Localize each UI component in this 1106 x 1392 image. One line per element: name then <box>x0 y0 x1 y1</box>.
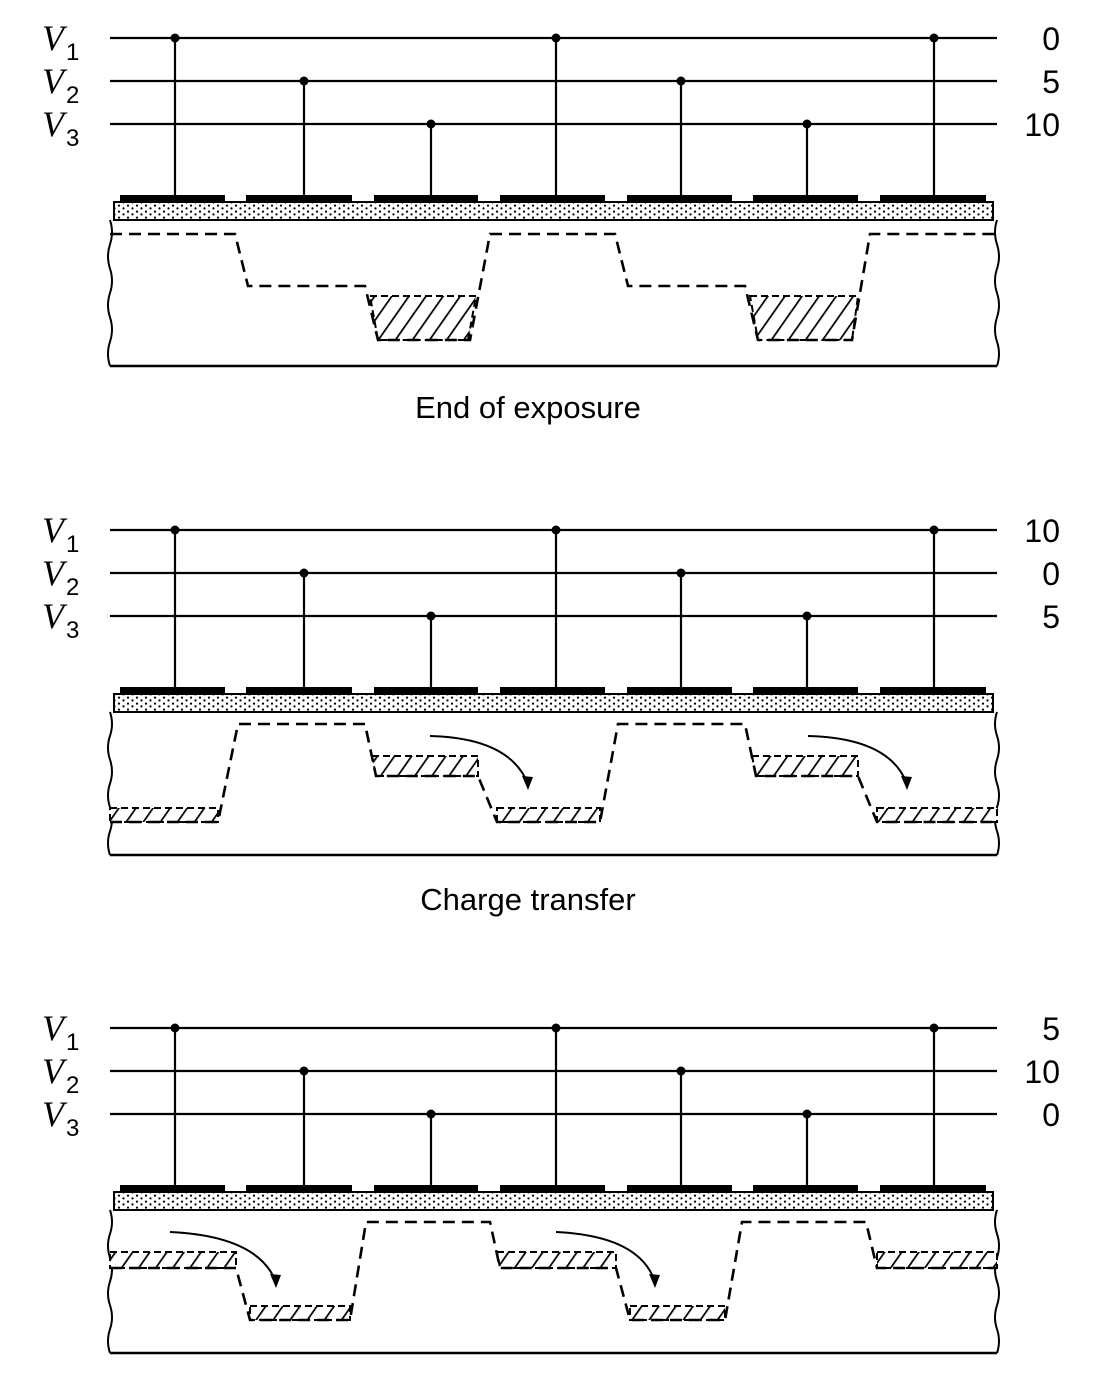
arrowhead <box>522 776 533 790</box>
arrowhead <box>901 776 912 790</box>
charge-packet <box>370 755 479 777</box>
gate-electrode <box>880 687 986 694</box>
rail-voltage-v1: 0 <box>1042 21 1060 57</box>
gate-electrode <box>880 1185 986 1192</box>
gate-electrode <box>120 1185 225 1192</box>
charge-packet <box>876 1251 998 1269</box>
junction-dot <box>929 33 939 43</box>
charge-packet <box>876 807 998 823</box>
arrowhead <box>649 1274 660 1288</box>
charge-packet <box>109 1251 237 1269</box>
oxide-layer <box>113 201 994 221</box>
panel-caption: Charge transfer <box>420 882 635 917</box>
junction-dot <box>551 525 561 535</box>
substrate-right-edge <box>994 711 1000 856</box>
charge-packet <box>496 807 601 823</box>
charge-packet <box>748 295 860 341</box>
charge-transfer-arrow <box>169 1231 277 1283</box>
gate-electrode <box>500 195 605 202</box>
panel-2: V1 10 V2 0 V3 5 Charge transfer <box>42 510 1060 917</box>
junction-dot <box>299 568 309 578</box>
substrate-left-edge <box>107 711 113 856</box>
junction-dot <box>929 525 939 535</box>
rail-voltage-v1: 10 <box>1024 513 1060 549</box>
gate-electrode <box>500 1185 605 1192</box>
panel-3: V1 5 V2 10 V3 0 <box>42 1008 1060 1355</box>
charge-packet <box>249 1305 351 1321</box>
gate-electrode <box>753 1185 858 1192</box>
junction-dot <box>802 611 812 621</box>
charge-packet <box>368 295 478 341</box>
rail-label-v3: V3 <box>42 1094 79 1142</box>
rail-voltage-v2: 5 <box>1042 64 1060 100</box>
gate-electrode <box>627 195 732 202</box>
junction-dot <box>676 1066 686 1076</box>
gate-electrode <box>246 687 352 694</box>
junction-dot <box>551 1023 561 1033</box>
gate-electrode <box>880 195 986 202</box>
rail-voltage-v3: 10 <box>1024 107 1060 143</box>
rail-label-v1: V1 <box>42 1008 79 1056</box>
charge-packet <box>629 1305 726 1321</box>
panel-caption: End of exposure <box>415 390 641 425</box>
oxide-layer <box>113 1191 994 1211</box>
junction-dot <box>676 76 686 86</box>
junction-dot <box>170 1023 180 1033</box>
junction-dot <box>802 1109 812 1119</box>
substrate-left-edge <box>107 219 113 367</box>
junction-dot <box>426 611 436 621</box>
junction-dot <box>426 1109 436 1119</box>
gate-electrode <box>120 687 225 694</box>
junction-dot <box>299 76 309 86</box>
substrate-left-edge <box>107 1209 113 1354</box>
potential-well-profile <box>110 722 997 824</box>
charge-transfer-arrow <box>807 735 908 785</box>
charge-packet <box>495 1251 617 1269</box>
oxide-layer <box>113 693 994 713</box>
substrate-right-edge <box>994 219 1000 367</box>
gate-electrode <box>753 195 858 202</box>
gate-electrode <box>374 195 478 202</box>
gate-electrode <box>627 1185 732 1192</box>
rail-voltage-v2: 0 <box>1042 556 1060 592</box>
gate-electrode <box>627 687 732 694</box>
rail-voltage-v1: 5 <box>1042 1011 1060 1047</box>
rail-voltage-v2: 10 <box>1024 1054 1060 1090</box>
rail-label-v3: V3 <box>42 596 79 644</box>
gate-electrode <box>753 687 858 694</box>
charge-packet <box>109 807 219 823</box>
gate-electrode <box>374 1185 478 1192</box>
junction-dot <box>551 33 561 43</box>
rail-label-v2: V2 <box>42 1051 79 1099</box>
rail-label-v2: V2 <box>42 61 79 109</box>
rail-label-v2: V2 <box>42 553 79 601</box>
junction-dot <box>802 119 812 129</box>
rail-label-v1: V1 <box>42 18 79 66</box>
rail-voltage-v3: 5 <box>1042 599 1060 635</box>
rail-label-v3: V3 <box>42 104 79 152</box>
gate-electrode <box>374 687 478 694</box>
junction-dot <box>929 1023 939 1033</box>
charge-transfer-arrow <box>429 735 529 785</box>
gate-electrode <box>246 1185 352 1192</box>
arrowhead <box>270 1274 281 1288</box>
junction-dot <box>299 1066 309 1076</box>
rail-label-v1: V1 <box>42 510 79 558</box>
charge-packet <box>750 755 859 777</box>
potential-well-profile <box>110 1220 997 1322</box>
substrate-right-edge <box>994 1209 1000 1354</box>
panel-1: V1 0 V2 5 V3 10 End of exposure <box>42 18 1060 425</box>
rail-voltage-v3: 0 <box>1042 1097 1060 1133</box>
gate-electrode <box>500 687 605 694</box>
junction-dot <box>170 525 180 535</box>
charge-transfer-arrow <box>555 1231 656 1283</box>
gate-electrode <box>120 195 225 202</box>
junction-dot <box>426 119 436 129</box>
potential-well-profile <box>110 232 997 342</box>
junction-dot <box>676 568 686 578</box>
gate-electrode <box>246 195 352 202</box>
junction-dot <box>170 33 180 43</box>
